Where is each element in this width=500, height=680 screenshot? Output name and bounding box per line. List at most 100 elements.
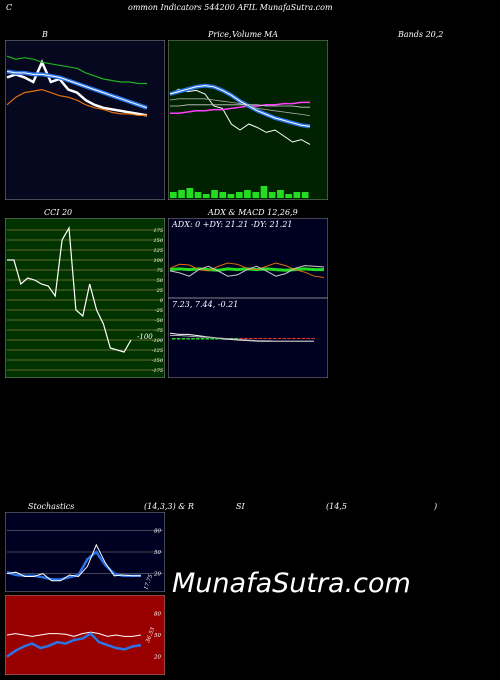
volume-bar [170,192,177,198]
label-b: B [42,30,48,39]
volume-bar [244,190,251,198]
volume-bar [219,192,227,198]
cci-tick-label: 25 [156,288,163,294]
macd-hist-bar [205,338,210,340]
cci-tick-label: 50 [157,278,164,284]
macd-hist-bar [215,338,219,340]
price-panel [168,40,328,200]
macd-hist-bar [306,338,310,339]
label-price: Price, [208,30,232,39]
macd-hist-bar [181,338,186,340]
plus-di-line [169,262,325,278]
adx-line [169,267,324,272]
middle-band-highlight-line [6,70,148,109]
macd-values: 7.23, 7.44, -0.21 [172,300,239,309]
cci-tick-label: -50 [155,318,164,324]
rsi-tick-label: 80 [154,611,161,617]
macd-hist-bar [248,338,253,339]
macd-hist-bar [258,338,262,339]
cci-tick-label: 125 [153,248,163,254]
volume-bar [277,190,284,198]
price-line [169,88,311,145]
watermark: MunafaSutra.com [172,568,411,599]
cci-panel: 1751501251007550250-25-50-75-100-125-150… [5,218,165,378]
cci-line [7,226,132,353]
ma-line-light [170,104,310,108]
macd-hist-bar [200,338,205,340]
macd-hist-bar [277,338,282,339]
bands-background [5,40,165,200]
stoch-tick-label: 20 [153,572,161,578]
ma-line-magenta [170,101,310,114]
upper-band-line [6,55,147,85]
label-stoch-si: SI [236,502,245,511]
macd-hist-bar [272,338,277,339]
rsi-line-white [6,631,142,637]
price-background [168,40,328,200]
volume-bar [301,192,309,198]
volume-bar [178,190,185,198]
volume-bar [285,194,292,198]
adx-macd-plot [169,262,325,342]
macd-hist-bar [244,338,248,339]
macd-hist-bar [301,338,306,339]
cci-tick-label: 100 [153,258,163,264]
signal-line [170,335,314,342]
adx-values: ADX: 0 +DY: 21.21 -DY: 21.21 [172,220,293,229]
volume-bar [211,190,218,198]
cci-plot: 1751501251007550250-25-50-75-100-125-150… [7,226,164,374]
stoch-tick-label: 50 [154,550,161,556]
cci-tick-label: 75 [157,268,163,274]
rsi-value: 36.53 [145,626,156,643]
lower-band-line [6,88,147,117]
macd-hist-bar [191,338,195,340]
macd-hist-bar [172,338,176,340]
macd-hist-bar [292,338,296,339]
rsi-tick-label: 50 [154,633,161,639]
macd-hist-bar [210,338,214,340]
macd-hist-bar [296,338,301,339]
volume-bar [268,192,276,198]
price-plot [169,83,311,198]
volume-bar [194,192,202,198]
cci-tick-label: -150 [152,358,164,364]
rsi-plot: 80 50 20 36.53 [6,611,161,661]
cci-tick-label: -100 [152,338,164,344]
macd-hist-bar [239,338,243,339]
label-adx-macd: ADX & MACD 12,26,9 [208,208,298,217]
cci-last-value: -100 [137,333,153,341]
stoch-value: 17.75 [143,573,154,590]
macd-hist-bar [287,338,291,339]
label-ma: MA [264,30,278,39]
cci-tick-label: 175 [153,228,163,234]
ma-blue-highlight-line [169,85,311,127]
label-rsi-params: (14,5 [326,502,347,511]
macd-hist-bar [311,338,315,339]
header-title: ommon Indicators 544200 AFIL MunafaSutra… [128,3,333,12]
rsi-line [6,632,142,658]
macd-hist-bar [196,338,200,340]
volume-bar [202,194,210,198]
ma-line-grey [169,98,311,116]
stoch-tick-label: 80 [154,528,161,534]
volume-bar [293,192,301,198]
volume-bar [186,188,194,198]
cci-tick-label: 0 [160,298,164,304]
volume-bar [252,192,260,198]
rsi-tick-label: 20 [153,655,161,661]
label-stochastics: Stochastics [28,502,75,511]
label-rsi-close: ) [434,502,438,511]
macd-hist-bar [186,338,190,340]
cci-tick-label: -175 [152,368,163,374]
bands-plot [6,55,148,117]
price-line [6,59,148,117]
volume-bar [235,192,243,198]
adx-macd-panel [168,218,328,378]
rsi-panel: 80 50 20 36.53 [5,595,165,675]
header-c: C [6,3,13,12]
cci-tick-label: 150 [153,238,163,244]
macd-hist-bar [176,338,181,340]
volume-bar [260,186,268,198]
